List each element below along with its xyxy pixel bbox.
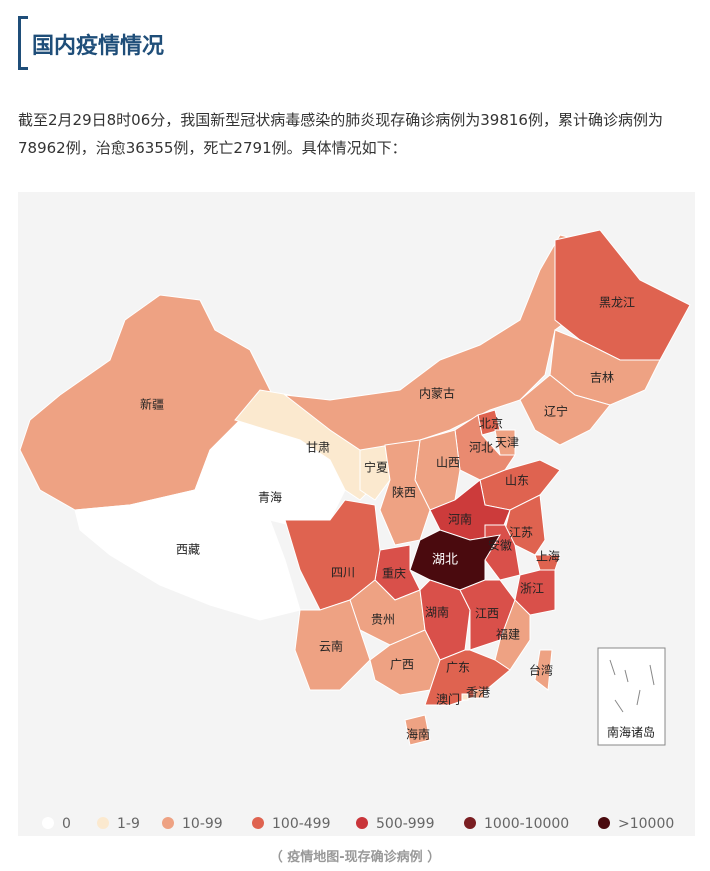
province xyxy=(519,374,611,446)
province-label: 重庆 xyxy=(382,567,406,581)
province-label: 甘肃 xyxy=(306,441,330,455)
inset-box xyxy=(597,647,666,746)
province-label: 河南 xyxy=(448,512,472,527)
province-label: 云南 xyxy=(319,639,343,654)
province xyxy=(284,499,381,611)
province-label: 辽宁 xyxy=(544,404,568,419)
province-label: 湖南 xyxy=(425,605,449,620)
legend-swatch xyxy=(598,817,610,829)
legend-label: 1000-10000 xyxy=(484,816,569,832)
province-label: 福建 xyxy=(496,627,520,642)
province-label: 上海 xyxy=(536,549,560,564)
legend-label: 0 xyxy=(62,816,71,832)
province-label: 北京 xyxy=(479,417,503,431)
paragraph: 截至2月29日8时06分，我国新型冠状病毒感染的肺炎现存确诊病例为39816例，… xyxy=(18,111,663,157)
legend-swatch xyxy=(97,817,109,829)
legend-label: >10000 xyxy=(618,816,674,832)
province-label: 陕西 xyxy=(392,485,416,500)
legend-label: 10-99 xyxy=(182,816,223,832)
province-label: 广东 xyxy=(446,661,470,675)
province xyxy=(534,649,553,691)
province xyxy=(409,529,501,591)
section-header: 国内疫情情况 xyxy=(18,16,218,70)
province-label: 山西 xyxy=(436,456,460,470)
province-label: 四川 xyxy=(331,566,355,580)
legend-label: 1-9 xyxy=(117,816,140,832)
province-label: 台湾 xyxy=(529,663,553,678)
province xyxy=(461,693,469,701)
legend-label: 100-499 xyxy=(272,816,331,832)
inset-islands xyxy=(609,659,655,713)
province-label: 江西 xyxy=(475,607,499,621)
province-label: 海南 xyxy=(406,727,430,742)
province-label: 吉林 xyxy=(590,371,614,385)
legend-label: 500-999 xyxy=(376,816,435,832)
province-label: 黑龙江 xyxy=(599,296,635,310)
province-label: 江苏 xyxy=(509,526,533,540)
province xyxy=(424,649,511,706)
province-label: 青海 xyxy=(258,490,282,505)
province-label: 安徽 xyxy=(488,538,512,553)
legend-swatch xyxy=(464,817,476,829)
province xyxy=(454,414,516,481)
province-label: 新疆 xyxy=(140,397,164,412)
header-bracket xyxy=(18,16,28,70)
legend-swatch xyxy=(162,817,174,829)
province-label: 西藏 xyxy=(176,543,200,557)
province-label: 山东 xyxy=(505,474,529,488)
legend-swatch xyxy=(356,817,368,829)
province xyxy=(404,714,431,746)
province-label: 湖北 xyxy=(432,553,458,568)
legend-swatch xyxy=(252,817,264,829)
province xyxy=(473,689,485,699)
province-label: 广西 xyxy=(390,658,414,672)
province-label: 贵州 xyxy=(371,613,395,627)
province-label: 香港 xyxy=(466,686,490,700)
province-label: 内蒙古 xyxy=(419,386,455,401)
province-label: 河北 xyxy=(469,441,493,455)
province-label: 澳门 xyxy=(436,692,460,707)
section-title: 国内疫情情况 xyxy=(32,34,165,59)
caption: （ 疫情地图-现存确诊病例 ） xyxy=(269,850,441,865)
province-label: 天津 xyxy=(495,436,519,450)
inset-label: 南海诸岛 xyxy=(607,725,655,740)
province-label: 宁夏 xyxy=(364,460,388,475)
province-label: 浙江 xyxy=(520,582,544,596)
legend-swatch xyxy=(42,817,54,829)
